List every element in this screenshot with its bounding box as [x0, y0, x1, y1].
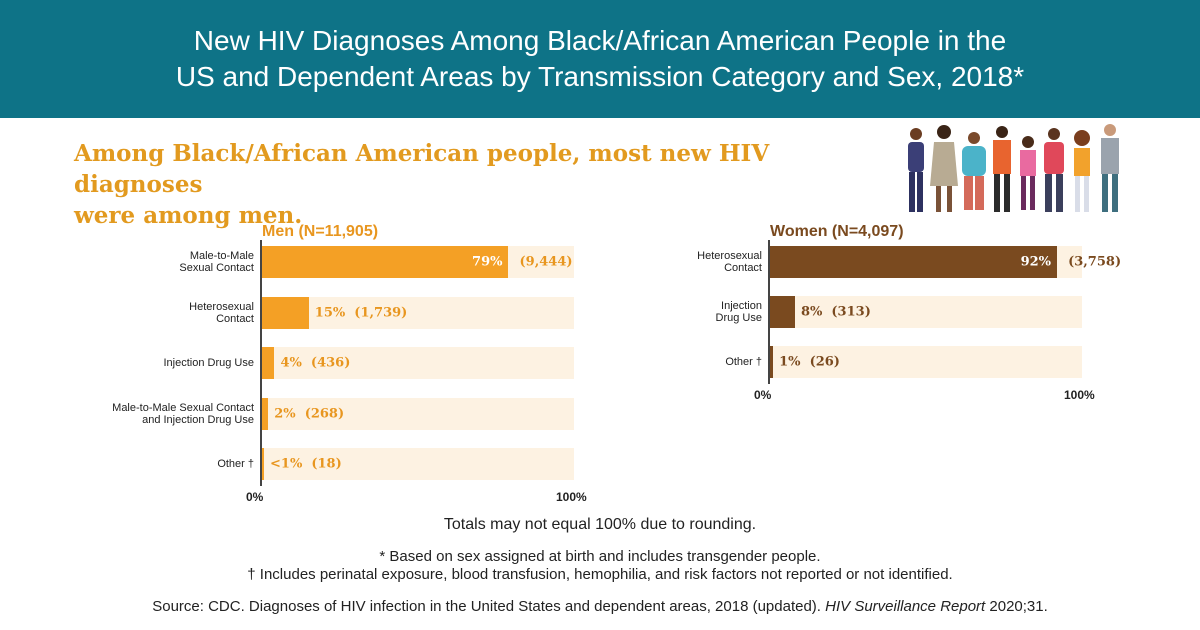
bar: [262, 246, 509, 278]
bar-track: [262, 397, 574, 430]
subtitle-line-2: were among men.: [74, 202, 303, 229]
bar: [262, 448, 264, 480]
person-figure-2: [930, 125, 958, 212]
category-label: Injection Drug Use: [163, 357, 255, 369]
person-figure-1: [908, 128, 924, 212]
bar: [262, 347, 275, 379]
source-journal: HIV Surveillance Report: [825, 598, 986, 615]
data-label: 8% (313): [800, 304, 871, 320]
category-label: Heterosexual Contact: [697, 250, 762, 274]
data-label: 4% (436): [280, 355, 351, 371]
x-tick-label: 100%: [1064, 388, 1095, 402]
data-label-inside: 92%: [1020, 254, 1052, 270]
category-label: Other †: [725, 356, 762, 368]
bar: [770, 296, 795, 328]
bar: [770, 346, 774, 378]
person-figure-4: [993, 126, 1011, 212]
bar-track: [262, 347, 574, 379]
category-label: Male-to-Male Sexual Contact and Injection…: [112, 401, 254, 426]
data-label: (9,444): [510, 254, 573, 270]
footnote-other: † Includes perinatal exposure, blood tra…: [247, 566, 953, 583]
data-label: (3,758): [1059, 254, 1122, 270]
bar-track: [262, 296, 574, 329]
person-figure-7: [1074, 130, 1090, 212]
bar-track: [262, 448, 574, 480]
data-label: 2% (268): [274, 406, 345, 421]
data-label: 15% (1,739): [314, 305, 408, 320]
source-suffix: 2020;31.: [985, 598, 1048, 615]
subtitle-line-1: Among Black/African American people, mos…: [74, 140, 770, 198]
category-label: Other †: [217, 458, 254, 470]
x-tick-label: 0%: [754, 388, 772, 402]
bar: [262, 296, 309, 329]
data-label: <1% (18): [270, 456, 342, 472]
bar-track: [770, 346, 1082, 378]
bar: [770, 246, 1058, 278]
data-label: 1% (26): [779, 354, 840, 370]
axis-baseline: [768, 240, 770, 384]
x-tick-label: 100%: [556, 490, 587, 504]
category-label: Injection Drug Use: [715, 300, 762, 324]
bar-track: [770, 296, 1082, 328]
axis-baseline: [260, 240, 262, 486]
header-banner: New HIV Diagnoses Among Black/African Am…: [0, 0, 1200, 118]
data-label-inside: 79%: [472, 254, 503, 270]
chart-title-line-2: US and Dependent Areas by Transmission C…: [175, 61, 1025, 92]
source-citation: Source: CDC. Diagnoses of HIV infection …: [0, 598, 1200, 615]
person-figure-3: [962, 132, 986, 210]
chart-title-line-1: New HIV Diagnoses Among Black/African Am…: [193, 25, 1007, 56]
footnote-sex: * Based on sex assigned at birth and inc…: [379, 548, 821, 565]
people-group-icon: [908, 124, 1119, 212]
person-figure-8: [1101, 124, 1119, 212]
source-prefix: Source: CDC. Diagnoses of HIV infection …: [152, 598, 826, 615]
x-tick-label: 0%: [246, 490, 264, 504]
men-chart-title: Men (N=11,905): [262, 223, 379, 240]
women-chart-title: Women (N=4,097): [770, 223, 904, 240]
chart-subtitle: Among Black/African American people, mos…: [74, 138, 894, 231]
category-label: Male-to-Male Sexual Contact: [179, 250, 254, 274]
person-figure-5: [1020, 136, 1036, 210]
bar: [262, 397, 269, 430]
category-label: Heterosexual Contact: [189, 300, 254, 325]
person-figure-6: [1044, 128, 1064, 212]
rounding-note: Totals may not equal 100% due to roundin…: [443, 516, 757, 533]
